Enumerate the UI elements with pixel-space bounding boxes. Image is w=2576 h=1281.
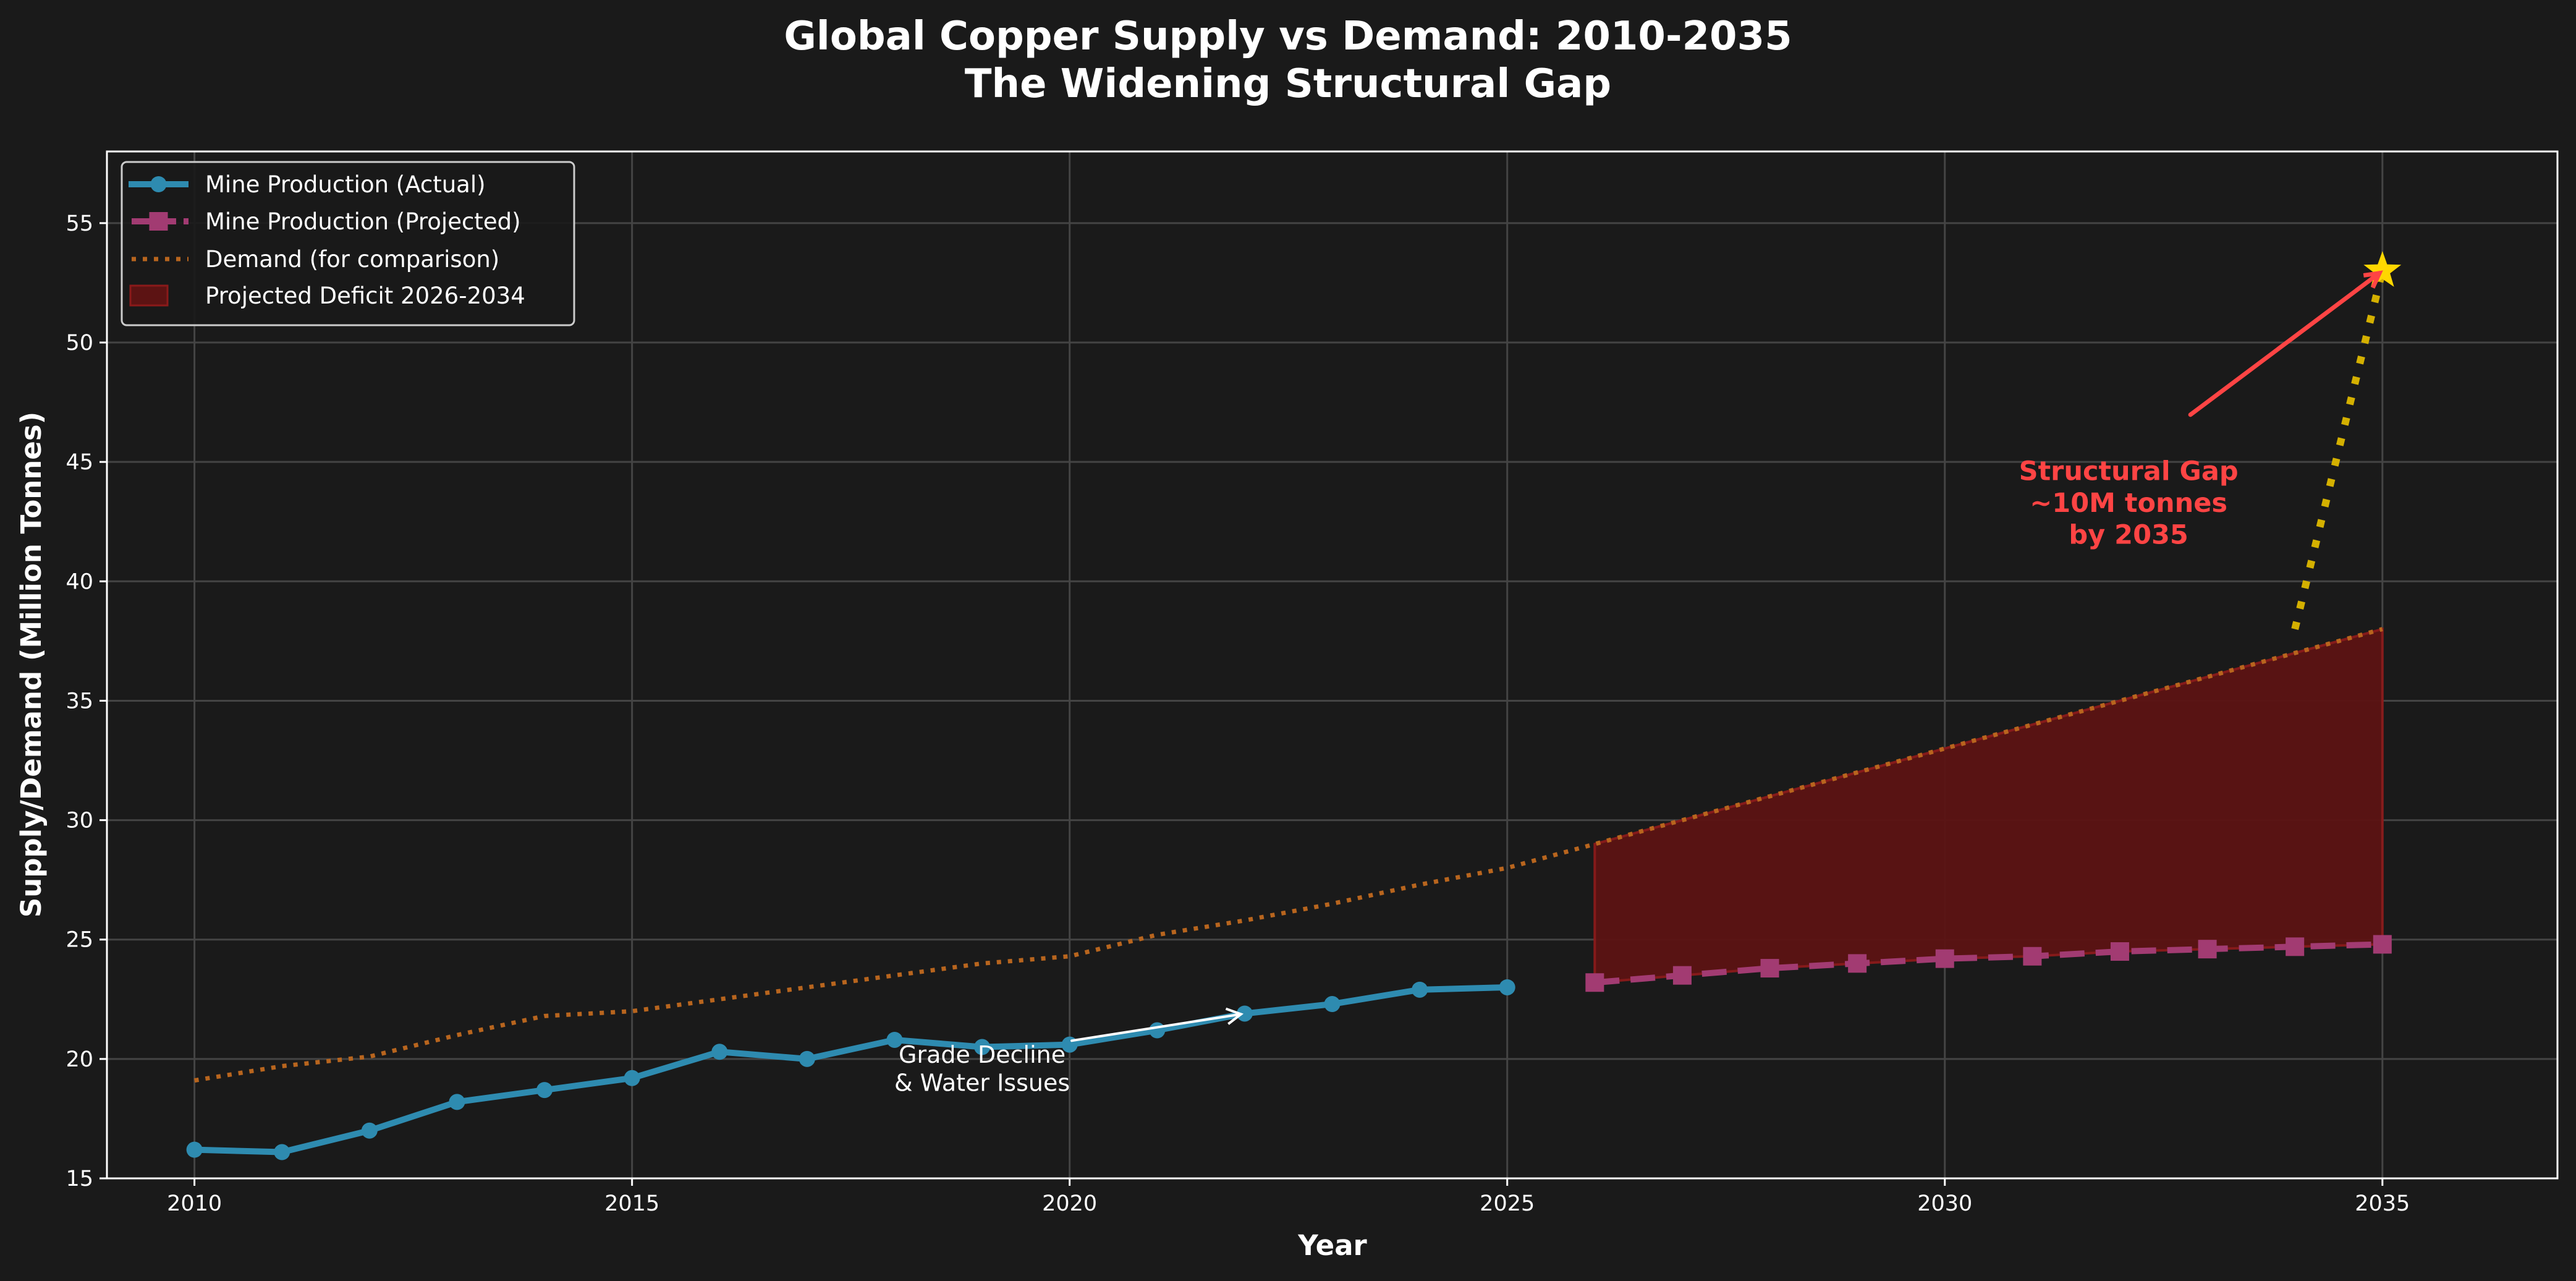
y-tick-label: 20 — [66, 1047, 93, 1072]
plot-area: Grade Decline& Water Issues Structural Ga… — [186, 251, 2402, 1160]
data-point — [1848, 954, 1867, 973]
data-point — [886, 1031, 903, 1048]
data-point — [799, 1050, 815, 1067]
legend-box — [121, 161, 575, 326]
data-point — [1672, 966, 1692, 985]
data-point — [1412, 981, 1428, 998]
annotation-arrowhead — [2363, 270, 2383, 289]
data-point — [2110, 942, 2129, 961]
y-tick-label: 55 — [66, 211, 93, 236]
data-point — [2198, 940, 2217, 959]
plot-frame — [106, 150, 2559, 1180]
x-axis-label: Year — [1297, 1229, 1367, 1262]
y-tick-label: 50 — [66, 331, 93, 355]
data-point — [1585, 973, 1604, 992]
data-point — [2373, 935, 2392, 954]
x-tick-label: 2025 — [1480, 1191, 1535, 1216]
data-point — [624, 1070, 640, 1086]
y-tick-label: 15 — [66, 1167, 93, 1191]
x-tick-label: 2035 — [2355, 1191, 2410, 1216]
annotation-text: by 2035 — [2069, 519, 2188, 550]
legend-marker-projected — [149, 212, 168, 231]
y-tick-label: 30 — [66, 809, 93, 833]
data-point — [1324, 996, 1341, 1013]
y-tick-label: 25 — [66, 928, 93, 953]
data-point — [974, 1039, 991, 1055]
x-tick-label: 2030 — [1917, 1191, 1972, 1216]
data-point — [1935, 949, 1954, 968]
data-point — [1149, 1022, 1166, 1039]
annotation-text: & Water Issues — [894, 1069, 1070, 1096]
annotation-text: Grade Decline — [899, 1041, 1066, 1068]
legend-label-actual: Mine Production (Actual) — [205, 171, 486, 198]
data-point — [711, 1044, 728, 1060]
legend-swatch-deficit — [129, 284, 169, 307]
x-tick-label: 2015 — [604, 1191, 659, 1216]
data-point — [274, 1144, 290, 1160]
data-point — [1499, 979, 1515, 995]
series-line-actual — [194, 984, 1507, 1155]
data-point — [1760, 959, 1779, 978]
annotation-arrowhead — [1225, 1007, 1244, 1025]
annotation-text: ~10M tonnes — [2030, 488, 2227, 519]
chart-title: Global Copper Supply vs Demand: 2010-203… — [784, 14, 1792, 59]
series-line-projected — [1594, 941, 2383, 986]
legend-label-deficit: Projected Deficit 2026-2034 — [205, 283, 525, 309]
legend-marker-actual — [150, 176, 167, 192]
y-tick-label: 40 — [66, 569, 93, 594]
data-point — [361, 1122, 378, 1139]
legend: Mine Production (Actual) Mine Production … — [121, 161, 575, 326]
axes: 2010 2015 2020 2025 2030 20351520253035404550… — [66, 150, 2559, 1216]
annotation-arrow — [2188, 271, 2382, 417]
annotation-arrow — [1070, 1013, 1242, 1042]
x-tick-label: 2020 — [1042, 1191, 1097, 1216]
legend-label-projected: Mine Production (Projected) — [205, 208, 521, 235]
data-point — [2286, 937, 2305, 956]
data-point — [186, 1141, 203, 1158]
star-marker — [2363, 251, 2402, 287]
legend-label-demand: Demand (for comparison) — [205, 246, 499, 273]
series-line-demand — [194, 627, 2383, 1083]
chart-subtitle: The Widening Structural Gap — [965, 61, 1611, 107]
y-tick-label: 45 — [66, 450, 93, 475]
data-point — [449, 1094, 465, 1110]
y-axis-label: Supply/Demand (Million Tonnes) — [15, 412, 48, 917]
data-point — [536, 1082, 553, 1099]
y-tick-label: 35 — [66, 689, 93, 713]
data-point — [2023, 947, 2042, 966]
data-point — [1236, 1005, 1253, 1022]
x-tick-label: 2010 — [167, 1191, 222, 1216]
annotation-text: Structural Gap — [2019, 456, 2239, 487]
